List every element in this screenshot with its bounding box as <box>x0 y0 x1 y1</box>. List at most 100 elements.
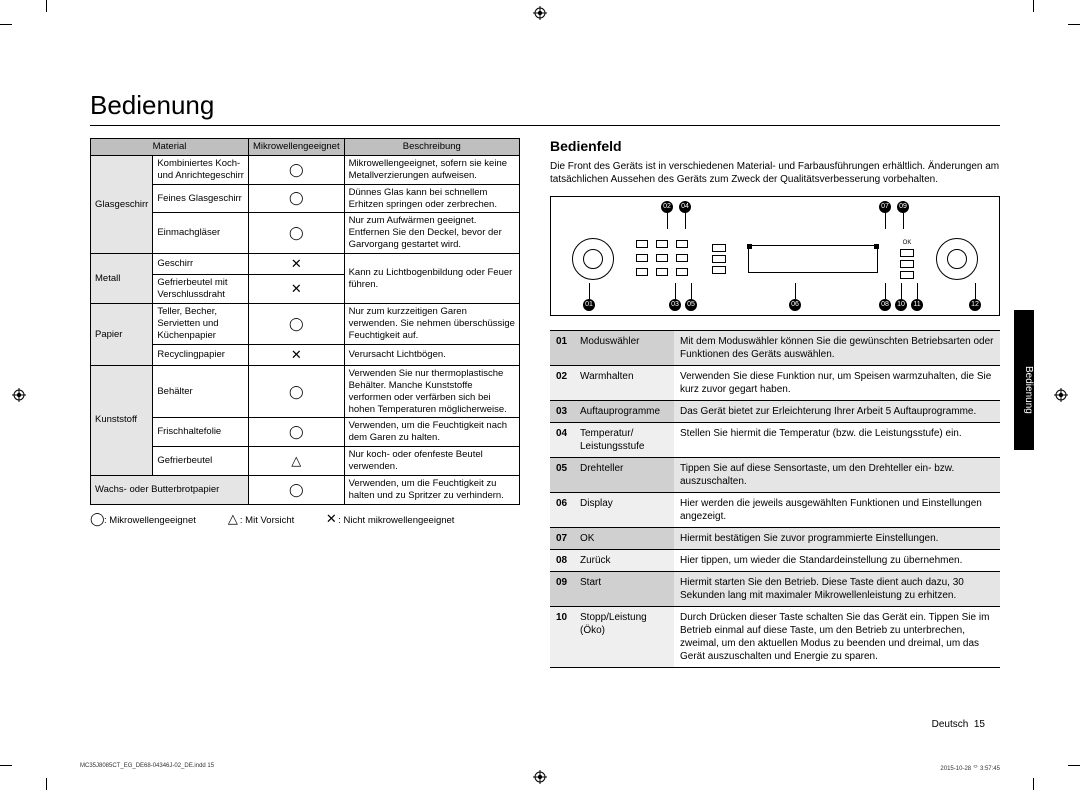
ctrl-num: 01 <box>550 331 574 366</box>
ctrl-desc: Hier tippen, um wieder die Standardeinst… <box>674 550 1000 572</box>
sym-icon: ◯ <box>248 304 344 345</box>
callout-07: 07 <box>879 201 891 213</box>
item: Einmachgläser <box>153 213 249 254</box>
sym-icon: ◯ <box>248 365 344 418</box>
footer-meta: MC35J8085CT_EG_DE68-04346J-02_DE.indd 15… <box>80 763 1000 772</box>
ctrl-num: 07 <box>550 528 574 550</box>
cat-plastic: Kunststoff <box>91 365 153 475</box>
desc: Kann zu Lichtbogenbildung oder Feuer füh… <box>344 254 519 304</box>
left-column: Material Mikrowellengeeignet Beschreibun… <box>90 138 520 668</box>
item: Geschirr <box>153 254 249 275</box>
desc: Verwenden Sie nur thermoplastische Behäl… <box>344 365 519 418</box>
ctrl-name: Zurück <box>574 550 674 572</box>
callout-05: 05 <box>685 299 697 311</box>
ctrl-name: Auftauprogramme <box>574 401 674 423</box>
sym-icon: ✕ <box>248 344 344 365</box>
th-suitable: Mikrowellengeeignet <box>248 139 344 156</box>
desc: Verwenden, um die Feuchtigkeit zu halten… <box>344 475 519 504</box>
sym-icon: △ <box>248 447 344 476</box>
registration-mark-icon <box>1054 388 1068 402</box>
ctrl-desc: Stellen Sie hiermit die Temperatur (bzw.… <box>674 423 1000 458</box>
func-buttons-right: OK <box>900 240 914 279</box>
ctrl-num: 05 <box>550 458 574 493</box>
item: Behälter <box>153 365 249 418</box>
item: Gefrierbeutel mit Verschlussdraht <box>153 275 249 304</box>
sym-icon: ◯ <box>248 418 344 447</box>
registration-mark-icon <box>533 770 547 784</box>
callout-03: 03 <box>669 299 681 311</box>
sym-icon: ◯ <box>248 184 344 213</box>
control-panel-diagram: 02 04 07 09 <box>550 196 1000 316</box>
callout-06: 06 <box>789 299 801 311</box>
display-icon <box>748 245 878 273</box>
ctrl-name: Moduswähler <box>574 331 674 366</box>
legend-caution-icon: △ <box>226 511 240 527</box>
registration-mark-icon <box>533 6 547 20</box>
desc: Verwenden, um die Feuchtigkeit nach dem … <box>344 418 519 447</box>
legend-no-icon: ✕ <box>324 511 338 527</box>
content-area: Bedienung Material Mikrowellengeeignet B… <box>50 30 1030 760</box>
callout-12: 12 <box>969 299 981 311</box>
ctrl-num: 03 <box>550 401 574 423</box>
cat-glass: Glasgeschirr <box>91 155 153 253</box>
desc: Mikrowellengeeignet, sofern sie keine Me… <box>344 155 519 184</box>
ctrl-name: OK <box>574 528 674 550</box>
item: Feines Glasgeschirr <box>153 184 249 213</box>
callout-08: 08 <box>879 299 891 311</box>
callout-04: 04 <box>679 201 691 213</box>
ctrl-num: 06 <box>550 493 574 528</box>
ctrl-name: Start <box>574 572 674 607</box>
page-number: 15 <box>974 719 985 730</box>
cat-metal: Metall <box>91 254 153 304</box>
ctrl-desc: Das Gerät bietet zur Erleichterung Ihrer… <box>674 401 1000 423</box>
item: Gefrierbeutel <box>153 447 249 476</box>
ctrl-desc: Hiermit starten Sie den Betrieb. Diese T… <box>674 572 1000 607</box>
right-column: Bedienfeld Die Front des Geräts ist in v… <box>550 138 1000 668</box>
ctrl-desc: Verwenden Sie diese Funktion nur, um Spe… <box>674 366 1000 401</box>
item: Teller, Becher, Servietten und Küchenpap… <box>153 304 249 345</box>
side-tab: Bedienung <box>1014 310 1034 450</box>
ctrl-desc: Hier werden die jeweils ausgewählten Fun… <box>674 493 1000 528</box>
sym-icon: ✕ <box>248 275 344 304</box>
lang-label: Deutsch <box>932 719 969 730</box>
th-material: Material <box>91 139 249 156</box>
callout-10: 10 <box>895 299 907 311</box>
callout-09: 09 <box>897 201 909 213</box>
ctrl-desc: Hiermit bestätigen Sie zuvor programmier… <box>674 528 1000 550</box>
ctrl-desc: Tippen Sie auf diese Sensortaste, um den… <box>674 458 1000 493</box>
ctrl-name: Temperatur/ Leistungsstufe <box>574 423 674 458</box>
cat-wax: Wachs- oder Butterbrotpapier <box>91 475 249 504</box>
registration-mark-icon <box>12 388 26 402</box>
footer-date: 2015-10-28 ᄋ 3:57:45 <box>940 763 1000 772</box>
controls-table: 01ModuswählerMit dem Moduswähler können … <box>550 330 1000 668</box>
legend-ok-icon: ◯ <box>90 511 104 527</box>
sym-icon: ◯ <box>248 475 344 504</box>
legend: ◯: Mikrowellengeeignet △: Mit Vorsicht ✕… <box>90 511 520 527</box>
ctrl-desc: Mit dem Moduswähler können Sie die gewün… <box>674 331 1000 366</box>
item: Kombiniertes Koch- und Anrichtegeschirr <box>153 155 249 184</box>
materials-table: Material Mikrowellengeeignet Beschreibun… <box>90 138 520 505</box>
ctrl-num: 10 <box>550 607 574 668</box>
ctrl-num: 04 <box>550 423 574 458</box>
desc: Nur zum kurzzeitigen Garen verwenden. Si… <box>344 304 519 345</box>
callout-11: 11 <box>911 299 923 311</box>
desc: Verursacht Lichtbögen. <box>344 344 519 365</box>
desc: Nur koch- oder ofenfeste Beutel verwende… <box>344 447 519 476</box>
ctrl-desc: Durch Drücken dieser Taste schalten Sie … <box>674 607 1000 668</box>
ctrl-name: Stopp/Leistung (Öko) <box>574 607 674 668</box>
item: Recyclingpapier <box>153 344 249 365</box>
title-rule <box>90 125 1000 126</box>
ctrl-num: 08 <box>550 550 574 572</box>
value-dial-icon <box>936 238 978 280</box>
mode-icons <box>636 240 690 278</box>
ctrl-num: 09 <box>550 572 574 607</box>
th-desc: Beschreibung <box>344 139 519 156</box>
ctrl-name: Drehteller <box>574 458 674 493</box>
page-title: Bedienung <box>90 90 1000 121</box>
footer-file: MC35J8085CT_EG_DE68-04346J-02_DE.indd 15 <box>80 763 214 772</box>
panel-intro: Die Front des Geräts ist in verschiedene… <box>550 160 1000 186</box>
ctrl-name: Warmhalten <box>574 366 674 401</box>
page: Bedienung Material Mikrowellengeeignet B… <box>0 0 1080 790</box>
ctrl-num: 02 <box>550 366 574 401</box>
callout-01: 01 <box>583 299 595 311</box>
